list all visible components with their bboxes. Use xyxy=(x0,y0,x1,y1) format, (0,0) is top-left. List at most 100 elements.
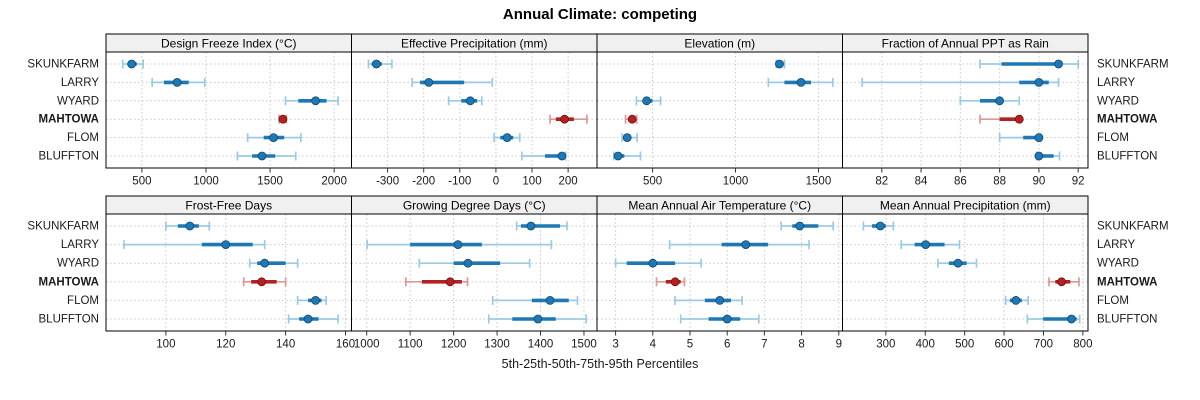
median-dot xyxy=(560,114,569,124)
median-dot xyxy=(775,59,784,69)
strip-title: Growing Degree Days (°C) xyxy=(403,199,546,213)
median-dot xyxy=(278,114,288,124)
median-dot xyxy=(424,78,434,87)
axis-tick-label: 1000 xyxy=(354,339,380,351)
axis-tick-label: 100 xyxy=(156,339,175,351)
median-dot xyxy=(303,314,313,324)
axis-tick-label: 1200 xyxy=(441,339,467,351)
series-bluffton xyxy=(287,314,339,324)
series-skunkfarm xyxy=(367,59,393,69)
axis-tick-label: 500 xyxy=(643,176,662,188)
axis-tick-label: 1100 xyxy=(398,339,423,351)
site-label-left-larry: LARRY xyxy=(61,77,99,89)
median-dot xyxy=(545,295,555,305)
series-bluffton xyxy=(521,151,567,161)
median-dot xyxy=(796,78,806,87)
series-mahtowa xyxy=(979,114,1024,124)
series-bluffton xyxy=(487,314,587,324)
axis-tick-label: -100 xyxy=(448,176,471,188)
median-dot xyxy=(453,240,463,250)
median-dot xyxy=(445,277,455,287)
site-label-right-wyard: WYARD xyxy=(1097,95,1139,107)
median-dot xyxy=(269,133,278,143)
series-wyard xyxy=(635,96,662,106)
axis-tick-label: 84 xyxy=(915,176,928,188)
median-dot xyxy=(1014,114,1024,124)
series-mahtowa xyxy=(242,277,287,287)
series-bluffton xyxy=(612,151,642,161)
median-dot xyxy=(311,96,321,106)
site-label-right-larry: LARRY xyxy=(1097,239,1135,251)
axis-tick-label: 1500 xyxy=(806,176,832,188)
site-label-right-bluffton: BLUFFTON xyxy=(1097,314,1158,326)
panel-background xyxy=(351,52,597,168)
median-dot xyxy=(372,59,381,69)
axis-tick-label: 4 xyxy=(650,339,657,351)
panel-background xyxy=(597,214,843,331)
series-larry xyxy=(767,77,834,87)
panel-design-freeze-index-c: Design Freeze Index (°C) 500 1000 1500 2000 S… xyxy=(27,33,352,188)
median-dot xyxy=(1067,314,1076,324)
strip-title: Mean Annual Precipitation (mm) xyxy=(880,199,1051,213)
series-wyard xyxy=(959,96,1021,106)
series-larry xyxy=(411,77,494,87)
panel-background xyxy=(106,214,352,331)
median-dot xyxy=(613,151,623,161)
median-dot xyxy=(995,96,1005,106)
panel-mean-annual-precipitation-mm: Mean Annual Precipitation (mm) 300 400 500 6… xyxy=(842,195,1169,351)
series-skunkfarm xyxy=(121,59,145,69)
axis-tick-label: 6 xyxy=(724,339,730,351)
series-larry xyxy=(900,240,961,250)
axis-tick-label: 500 xyxy=(955,339,974,351)
series-mahtowa xyxy=(1048,277,1080,287)
panel-background xyxy=(106,52,352,168)
x-axis-label: 5th-25th-50th-75th-95th Percentiles xyxy=(501,357,699,371)
median-dot xyxy=(185,221,195,231)
median-dot xyxy=(795,221,805,231)
axis-tick-label: 88 xyxy=(993,176,1006,188)
series-bluffton xyxy=(679,314,760,324)
series-bluffton xyxy=(1034,151,1061,161)
series-skunkfarm xyxy=(775,59,786,69)
panel-elevation-m: Elevation (m) 500 1000 1500 xyxy=(596,33,843,188)
median-dot xyxy=(502,133,512,143)
site-label-right-flom: FLOM xyxy=(1097,132,1129,144)
axis-tick-label: 1000 xyxy=(723,176,749,188)
axis-tick-label: 200 xyxy=(559,176,578,188)
panel-frost-free-days: Frost-Free Days 100 120 140 160 SKUNKFARM LARR… xyxy=(27,195,355,351)
median-dot xyxy=(260,258,270,268)
strip-title: Frost-Free Days xyxy=(185,199,272,213)
series-mahtowa xyxy=(278,114,288,124)
strip-title: Design Freeze Index (°C) xyxy=(161,37,297,51)
axis-tick-label: 1400 xyxy=(528,339,554,351)
site-label-left-skunkfarm: SKUNKFARM xyxy=(27,59,99,71)
series-wyard xyxy=(937,258,978,268)
series-larry xyxy=(366,240,553,250)
site-label-right-skunkfarm: SKUNKFARM xyxy=(1097,59,1169,71)
panel-background xyxy=(842,214,1088,331)
series-larry xyxy=(151,77,206,87)
axis-tick-label: 120 xyxy=(216,339,235,351)
site-label-left-larry: LARRY xyxy=(61,239,99,251)
series-wyard xyxy=(284,96,339,106)
axis-tick-label: 1000 xyxy=(193,176,219,188)
strip-title: Effective Precipitation (mm) xyxy=(401,37,548,51)
series-skunkfarm xyxy=(515,221,568,231)
median-dot xyxy=(1054,59,1063,69)
site-label-left-mahtowa: MAHTOWA xyxy=(39,276,99,288)
axis-tick-label: 0 xyxy=(493,176,499,188)
strip-title: Mean Annual Air Temperature (°C) xyxy=(628,199,811,213)
site-label-left-flom: FLOM xyxy=(67,295,99,307)
site-label-right-mahtowa: MAHTOWA xyxy=(1097,276,1157,288)
series-skunkfarm xyxy=(780,221,835,231)
axis-tick-label: 1300 xyxy=(484,339,510,351)
series-skunkfarm xyxy=(862,221,895,231)
site-label-right-larry: LARRY xyxy=(1097,77,1135,89)
panel-mean-annual-air-temperature-c: Mean Annual Air Temperature (°C) 3 4 5 6 7 8 9 xyxy=(596,195,843,351)
series-larry xyxy=(123,240,266,250)
panel-background xyxy=(351,214,597,331)
site-label-left-skunkfarm: SKUNKFARM xyxy=(27,221,99,233)
axis-tick-label: 400 xyxy=(916,339,935,351)
